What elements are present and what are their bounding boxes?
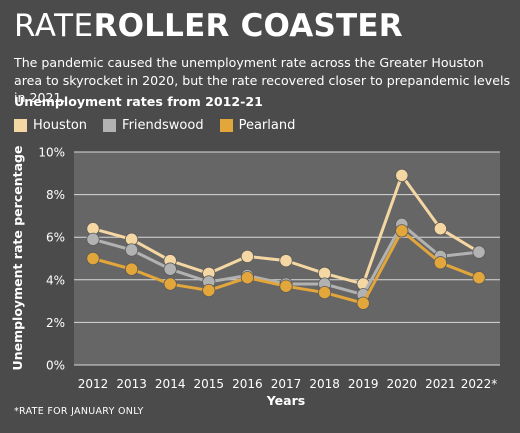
data-point-pearland bbox=[433, 256, 447, 270]
y-tick-label: 10% bbox=[38, 146, 65, 160]
y-axis-label: Unemployment rate percentage bbox=[10, 146, 25, 371]
data-point-friendswood bbox=[163, 262, 177, 276]
x-tick-label: 2015 bbox=[194, 377, 225, 391]
y-tick-label: 6% bbox=[46, 231, 65, 245]
legend-label-pearland: Pearland bbox=[238, 118, 296, 133]
data-point-pearland bbox=[472, 271, 486, 285]
y-axis-ticks: 0% 2% 4% 6% 8% 10% bbox=[38, 146, 65, 373]
x-tick-label: 2017 bbox=[271, 377, 302, 391]
legend: Houston Friendswood Pearland bbox=[14, 118, 311, 133]
legend-label-houston: Houston bbox=[33, 118, 88, 133]
data-point-pearland bbox=[163, 277, 177, 291]
x-tick-label: 2019 bbox=[348, 377, 379, 391]
data-point-pearland bbox=[317, 285, 332, 300]
data-point-pearland bbox=[395, 224, 409, 238]
x-axis-ticks: 2012 2013 2014 2015 2016 2017 2018 2019 2020 2021… bbox=[78, 377, 498, 391]
chart-heading: Unemployment rates from 2012-21 bbox=[14, 94, 263, 109]
footnote: *RATE FOR JANUARY ONLY bbox=[14, 406, 144, 417]
data-point-houston bbox=[240, 249, 254, 263]
x-tick-label: 2022* bbox=[461, 377, 498, 391]
legend-swatch-houston bbox=[14, 119, 27, 132]
title-bold: ROLLER COASTER bbox=[93, 8, 403, 44]
legend-swatch-friendswood bbox=[103, 119, 117, 132]
x-tick-label: 2021 bbox=[425, 377, 456, 391]
x-axis-label: Years bbox=[266, 393, 305, 408]
page-title: RATEROLLER COASTER bbox=[14, 4, 403, 48]
data-point-houston bbox=[395, 168, 409, 183]
y-tick-label: 4% bbox=[46, 273, 65, 287]
y-tick-label: 0% bbox=[46, 359, 65, 373]
series-pearland bbox=[86, 224, 486, 310]
x-tick-label: 2013 bbox=[116, 377, 147, 391]
data-point-pearland bbox=[240, 271, 254, 285]
x-tick-label: 2014 bbox=[155, 377, 186, 391]
y-tick-label: 2% bbox=[46, 316, 65, 330]
subtitle: The pandemic caused the unemployment rat… bbox=[14, 55, 511, 105]
x-tick-label: 2018 bbox=[309, 377, 340, 391]
x-tick-label: 2016 bbox=[232, 377, 263, 391]
series-group bbox=[86, 168, 486, 310]
x-tick-label: 2020 bbox=[387, 377, 418, 391]
title-light: RATE bbox=[14, 8, 94, 44]
data-point-friendswood bbox=[86, 232, 100, 246]
data-point-pearland bbox=[125, 262, 139, 276]
legend-item-houston: Houston bbox=[14, 118, 87, 133]
data-point-friendswood bbox=[472, 245, 486, 259]
data-point-houston bbox=[433, 222, 447, 236]
data-point-pearland bbox=[356, 296, 370, 310]
legend-label-friendswood: Friendswood bbox=[122, 118, 204, 133]
y-tick-label: 8% bbox=[46, 188, 65, 202]
data-point-pearland bbox=[86, 251, 100, 266]
x-tick-label: 2012 bbox=[78, 377, 109, 391]
data-point-pearland bbox=[202, 283, 216, 298]
data-point-houston bbox=[279, 254, 293, 268]
data-point-friendswood bbox=[125, 243, 139, 257]
legend-item-friendswood: Friendswood bbox=[103, 118, 204, 133]
legend-swatch-pearland bbox=[219, 119, 233, 132]
grid-lines bbox=[74, 151, 500, 366]
legend-item-pearland: Pearland bbox=[219, 118, 296, 133]
data-point-pearland bbox=[279, 279, 293, 293]
